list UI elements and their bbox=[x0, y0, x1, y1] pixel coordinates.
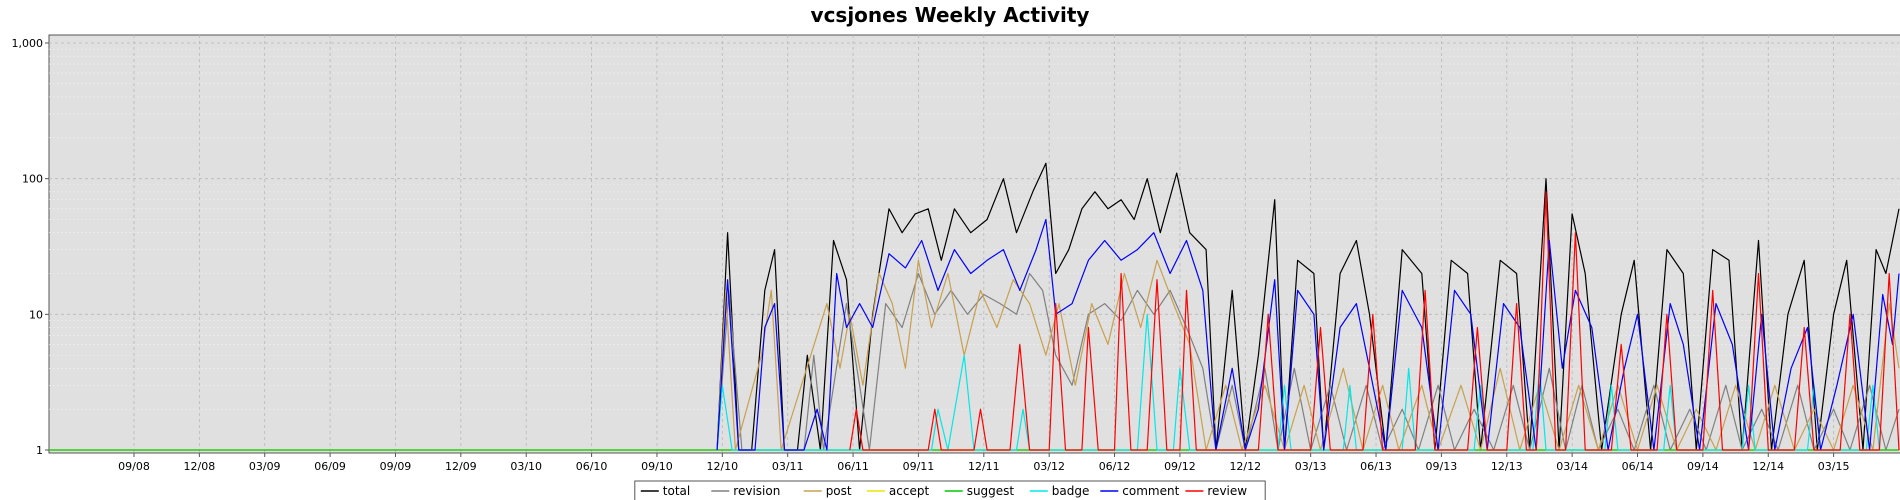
x-tick-label: 03/11 bbox=[772, 460, 804, 473]
x-tick-label: 03/13 bbox=[1295, 460, 1327, 473]
x-tick-label: 09/13 bbox=[1426, 460, 1458, 473]
x-tick-label: 09/09 bbox=[380, 460, 412, 473]
legend: total revision post accept suggest badge comme… bbox=[634, 480, 1266, 500]
x-tick-label: 03/15 bbox=[1818, 460, 1850, 473]
x-tick-label: 03/14 bbox=[1556, 460, 1588, 473]
legend-label-post: post bbox=[826, 484, 852, 498]
x-tick-label: 06/10 bbox=[576, 460, 608, 473]
legend-label-badge: badge bbox=[1052, 484, 1090, 498]
legend-label-total: total bbox=[663, 484, 690, 498]
y-tick-label: 10 bbox=[29, 308, 43, 321]
x-tick-label: 12/11 bbox=[968, 460, 1000, 473]
x-tick-label: 06/14 bbox=[1622, 460, 1654, 473]
x-tick-label: 03/09 bbox=[249, 460, 281, 473]
y-tick-label: 1,000 bbox=[12, 37, 44, 50]
x-tick-label: 09/12 bbox=[1164, 460, 1196, 473]
legend-label-revision: revision bbox=[733, 484, 780, 498]
x-tick-label: 09/10 bbox=[641, 460, 673, 473]
x-tick-label: 12/08 bbox=[184, 460, 216, 473]
x-tick-label: 09/11 bbox=[903, 460, 935, 473]
legend-label-review: review bbox=[1207, 484, 1247, 498]
series-line-revision bbox=[716, 272, 1900, 451]
x-tick-label: 06/11 bbox=[837, 460, 869, 473]
x-tick-label: 12/10 bbox=[706, 460, 738, 473]
y-axis: 1 10 100 1,000 bbox=[12, 37, 49, 457]
x-axis: 09/08 12/08 03/09 06/09 09/09 12/09 03/10 06/10… bbox=[118, 453, 1849, 473]
series-lines bbox=[49, 162, 1900, 451]
x-tick-label: 12/14 bbox=[1752, 460, 1784, 473]
x-tick-label: 06/09 bbox=[314, 460, 346, 473]
x-tick-label: 06/12 bbox=[1099, 460, 1131, 473]
x-tick-label: 03/12 bbox=[1033, 460, 1065, 473]
x-tick-label: 12/12 bbox=[1229, 460, 1261, 473]
chart-title: vcsjones Weekly Activity bbox=[811, 3, 1090, 27]
legend-label-suggest: suggest bbox=[967, 484, 1015, 498]
y-tick-label: 1 bbox=[36, 444, 43, 457]
x-tick-label: 12/13 bbox=[1491, 460, 1523, 473]
series-line-review bbox=[849, 191, 1900, 451]
plot-area bbox=[48, 34, 1900, 454]
series-line-post bbox=[716, 259, 1900, 451]
x-tick-label: 09/08 bbox=[118, 460, 150, 473]
legend-label-accept: accept bbox=[889, 484, 930, 498]
legend-label-comment: comment bbox=[1122, 484, 1179, 498]
x-tick-label: 09/14 bbox=[1687, 460, 1719, 473]
x-tick-label: 06/13 bbox=[1360, 460, 1392, 473]
y-tick-label: 100 bbox=[22, 173, 43, 186]
x-tick-label: 12/09 bbox=[445, 460, 477, 473]
x-tick-label: 03/10 bbox=[510, 460, 542, 473]
